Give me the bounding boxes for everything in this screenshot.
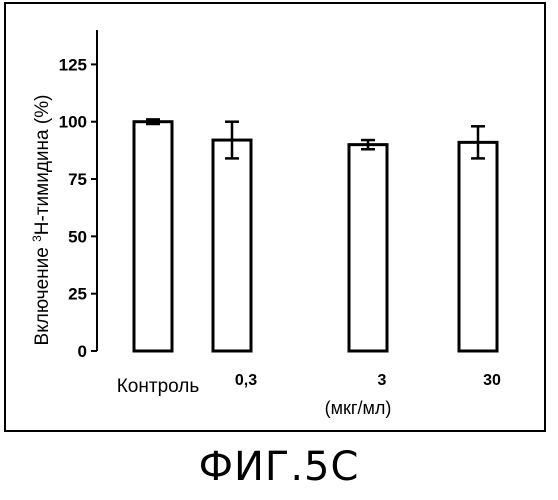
x-axis-label: (мкг/мл) [325,398,392,418]
y-axis-label-prefix: Включение [32,242,53,346]
bar [349,145,387,351]
x-tick-label: Контроль [117,376,200,397]
y-tick-label: 50 [68,227,87,246]
bars [134,119,497,351]
x-tick-label: 3 [378,372,387,389]
bar [213,140,251,351]
figure-caption: ФИГ.5С [0,444,558,490]
bar [134,122,172,351]
y-tick-label: 0 [78,342,87,361]
y-tick-label: 25 [68,285,87,304]
x-tick-labels: Контроль 0,3 3 30 [117,372,501,397]
y-axis-label: Включение 3Н-тимидина (%) [30,95,53,346]
x-tick-label: 30 [483,372,501,389]
y-axis: 0 25 50 75 100 125 [59,30,97,361]
y-tick-label: 100 [59,113,87,132]
y-tick-label: 75 [68,170,87,189]
y-axis-label-suffix: Н-тимидина (%) [32,95,53,236]
y-tick-label: 125 [59,55,87,74]
bar [459,142,497,351]
x-tick-label: 0,3 [235,372,257,389]
bar-chart: 0 25 50 75 100 125 Контроль 0,3 3 30 Включение 3… [0,0,558,440]
